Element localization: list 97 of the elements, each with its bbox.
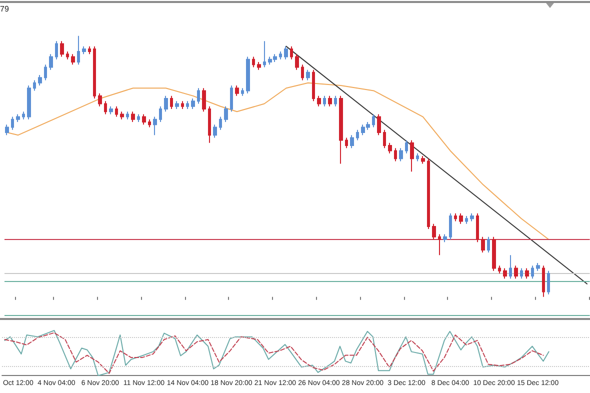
candlestick (263, 40, 266, 68)
candlestick (383, 129, 386, 149)
candlestick (525, 268, 529, 280)
candlestick (410, 140, 414, 172)
candlestick (181, 100, 184, 110)
candlestick (104, 100, 107, 115)
candlestick (328, 95, 332, 107)
candlestick (213, 124, 217, 138)
candlestick (306, 69, 310, 81)
candlestick (323, 95, 326, 107)
candlestick (339, 95, 343, 164)
candlestick (246, 56, 250, 94)
candlestick (498, 265, 501, 274)
candlestick (503, 268, 507, 280)
text: 79 (0, 4, 10, 14)
candlestick (126, 111, 129, 120)
candlestick (520, 268, 523, 280)
candlestick (71, 54, 75, 66)
candlestick (421, 155, 425, 164)
candlestick (284, 46, 288, 60)
candlestick (82, 46, 86, 55)
candlestick (55, 40, 58, 60)
candlestick (377, 114, 381, 136)
candlestick (536, 262, 540, 272)
candlestick (175, 100, 179, 110)
candlestick (301, 64, 304, 81)
candlestick (98, 92, 102, 107)
candlestick (252, 56, 255, 68)
candlestick (416, 152, 419, 162)
candlestick (257, 61, 261, 70)
candlestick (454, 212, 457, 222)
candlestick (49, 54, 53, 70)
candlestick (230, 84, 233, 112)
candlestick (492, 236, 496, 272)
candlestick (208, 106, 211, 144)
candlestick (388, 142, 392, 154)
candlestick (334, 95, 337, 107)
candlestick (219, 116, 222, 130)
candlestick (137, 114, 140, 123)
candlestick (142, 114, 146, 126)
candlestick (22, 111, 25, 120)
candlestick (547, 270, 550, 295)
candlestick (191, 98, 195, 110)
candlestick (465, 216, 468, 224)
candlestick (531, 265, 534, 280)
candlestick (295, 54, 299, 70)
candlestick (290, 46, 293, 60)
candlestick (481, 236, 485, 254)
candlestick (66, 51, 69, 60)
candlestick (514, 265, 518, 280)
candlestick (459, 212, 463, 224)
candlestick (38, 74, 42, 86)
candlestick (93, 46, 96, 100)
candlestick (16, 114, 20, 123)
candlestick (345, 137, 348, 149)
candlestick (372, 114, 375, 128)
candlestick (241, 88, 244, 96)
candlestick (470, 212, 474, 222)
candlestick (153, 116, 157, 136)
candlestick (33, 80, 36, 92)
candlestick (77, 35, 80, 66)
candlestick (11, 116, 14, 130)
candlestick (148, 118, 151, 128)
candlestick (235, 84, 239, 96)
candlestick (202, 88, 206, 112)
candlestick (350, 134, 354, 149)
candlestick (449, 212, 452, 240)
candlestick (394, 148, 397, 162)
candlestick (279, 51, 282, 60)
candlestick (186, 100, 189, 110)
candlestick (487, 236, 490, 254)
candlestick (170, 95, 173, 110)
candlestick (224, 106, 228, 123)
candlestick (432, 223, 436, 240)
candlestick (405, 140, 408, 154)
candlestick (476, 212, 479, 243)
candlestick (312, 69, 315, 102)
candlestick (131, 111, 135, 123)
candlestick (317, 95, 321, 107)
candlestick (197, 88, 200, 104)
candlestick (509, 254, 512, 280)
candlestick (164, 95, 168, 112)
candlestick (44, 64, 47, 81)
candlestick (427, 158, 430, 230)
candlestick (120, 111, 124, 120)
candlestick (109, 106, 113, 115)
candlestick (443, 234, 447, 243)
candlestick (5, 124, 9, 136)
candlestick (438, 234, 441, 256)
candlestick (399, 148, 403, 162)
candlestick (27, 84, 31, 120)
candlestick (542, 265, 545, 298)
candlestick (88, 46, 91, 55)
candlestick (60, 40, 64, 58)
candlestick (159, 106, 162, 123)
candlestick (115, 106, 118, 118)
candlestick (356, 129, 359, 141)
